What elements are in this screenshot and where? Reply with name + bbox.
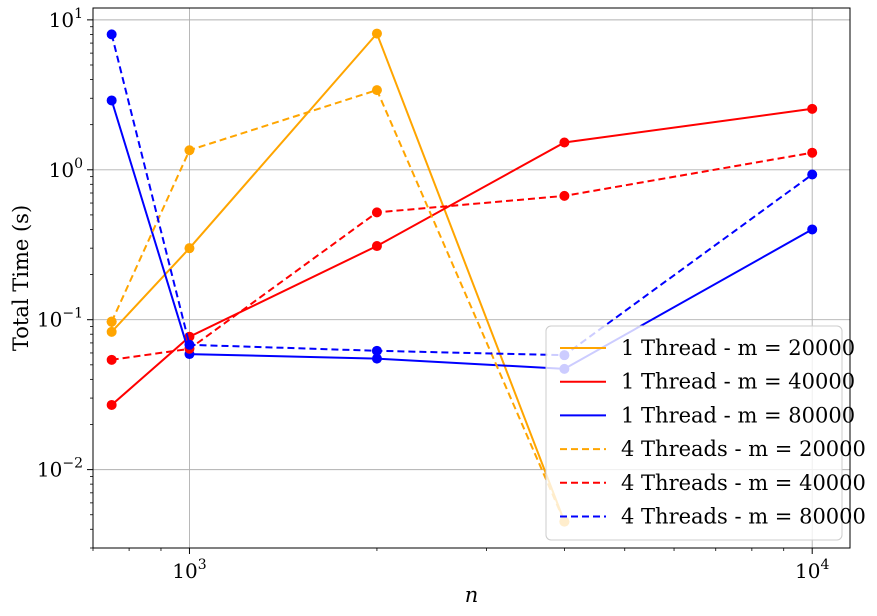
grid <box>93 8 850 548</box>
data-point <box>371 345 382 356</box>
data-point <box>184 145 195 156</box>
x-tick-label: 104 <box>795 557 829 583</box>
data-point <box>371 241 382 252</box>
data-point <box>371 28 382 39</box>
legend-label: 1 Thread - m = 80000 <box>621 403 855 427</box>
data-point <box>371 353 382 364</box>
series-line <box>110 88 566 522</box>
data-point <box>559 190 570 201</box>
x-tick-label: 103 <box>172 557 206 583</box>
plot-frame <box>92 7 851 549</box>
data-point <box>371 85 382 96</box>
data-point <box>807 103 818 114</box>
data-point <box>807 224 818 235</box>
y-tick-label: 10−1 <box>37 306 83 332</box>
data-point <box>184 339 195 350</box>
legend: 1 Thread - m = 20000 1 Thread - m = 40000… <box>545 325 866 541</box>
data-point <box>106 326 117 337</box>
series-2 <box>106 103 818 410</box>
y-tick-label: 10−2 <box>37 456 83 482</box>
data-point <box>106 316 117 327</box>
x-axis-label: n <box>465 583 479 607</box>
y-tick-label: 100 <box>49 156 83 182</box>
data-point <box>106 29 117 40</box>
data-point <box>106 399 117 410</box>
data-point <box>559 137 570 148</box>
data-point <box>371 207 382 218</box>
series-3 <box>106 95 818 374</box>
legend-label: 4 Threads - m = 80000 <box>621 505 866 529</box>
y-tick-label: 101 <box>49 6 83 32</box>
data-point <box>807 169 818 180</box>
legend-label: 1 Thread - m = 40000 <box>621 370 855 394</box>
legend-label: 4 Threads - m = 20000 <box>621 437 866 461</box>
y-axis-label: Total Time (s) <box>9 205 33 351</box>
data-point <box>106 95 117 106</box>
data-point <box>106 354 117 365</box>
ticks: 103 104 10−2 10−1 100 101 <box>37 6 830 583</box>
legend-label: 4 Threads - m = 40000 <box>621 471 866 495</box>
data-point <box>184 243 195 254</box>
data-point <box>807 147 818 158</box>
legend-label: 1 Thread - m = 20000 <box>621 336 855 360</box>
legend-box <box>545 325 843 541</box>
